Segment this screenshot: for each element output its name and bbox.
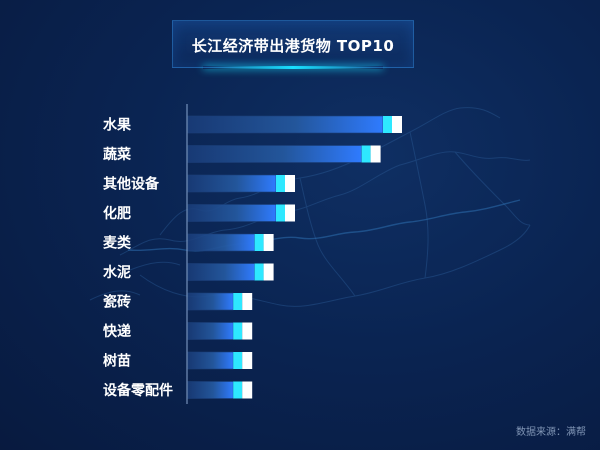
bar xyxy=(187,263,255,281)
bar xyxy=(187,292,234,311)
bar-cap-cyan xyxy=(276,204,285,222)
bar xyxy=(187,174,277,193)
bar xyxy=(187,233,255,252)
data-source-note: 数据来源：满帮 xyxy=(516,427,586,438)
category-label: 蔬菜 xyxy=(103,146,132,163)
category-label: 水泥 xyxy=(103,264,131,281)
bar-cap-cyan xyxy=(254,234,264,251)
category-label: 快递 xyxy=(103,323,131,340)
category-label: 麦类 xyxy=(103,235,132,252)
bar-cap-cyan xyxy=(233,322,243,340)
bar-cap-cyan xyxy=(233,293,243,310)
bar xyxy=(187,351,234,370)
chart-title-panel: 长江经济带出港货物 TOP10 xyxy=(172,20,414,69)
bar-cap-cyan xyxy=(233,352,243,369)
bar xyxy=(187,145,362,163)
bar-cap-white xyxy=(285,175,295,192)
bar-cap-white xyxy=(263,263,274,281)
bar-cap-cyan xyxy=(276,175,285,192)
bar-cap-cyan xyxy=(254,263,264,281)
bar-cap-white xyxy=(242,381,253,399)
bar xyxy=(187,204,277,222)
bar-cap-white xyxy=(392,116,402,133)
bar-cap-white xyxy=(242,293,253,310)
bar-cap-cyan xyxy=(233,381,243,399)
category-label: 树苗 xyxy=(103,353,131,370)
bar-cap-white xyxy=(242,352,253,369)
bar-cap-cyan xyxy=(383,116,392,133)
bar xyxy=(187,115,384,134)
category-label: 化肥 xyxy=(103,205,131,222)
bar-cap-white xyxy=(263,234,274,251)
bar-cap-cyan xyxy=(361,145,371,163)
title-glow-line xyxy=(203,66,383,69)
chart-title: 长江经济带出港货物 TOP10 xyxy=(191,37,395,55)
bar-cap-white xyxy=(242,322,253,340)
category-label: 其他设备 xyxy=(103,176,160,193)
category-label: 水果 xyxy=(103,117,132,134)
bar xyxy=(187,322,234,340)
bar-cap-white xyxy=(285,204,295,222)
category-label: 瓷砖 xyxy=(103,294,131,311)
bar-cap-white xyxy=(370,145,381,163)
bar xyxy=(187,381,234,399)
category-label: 设备零配件 xyxy=(103,382,173,399)
